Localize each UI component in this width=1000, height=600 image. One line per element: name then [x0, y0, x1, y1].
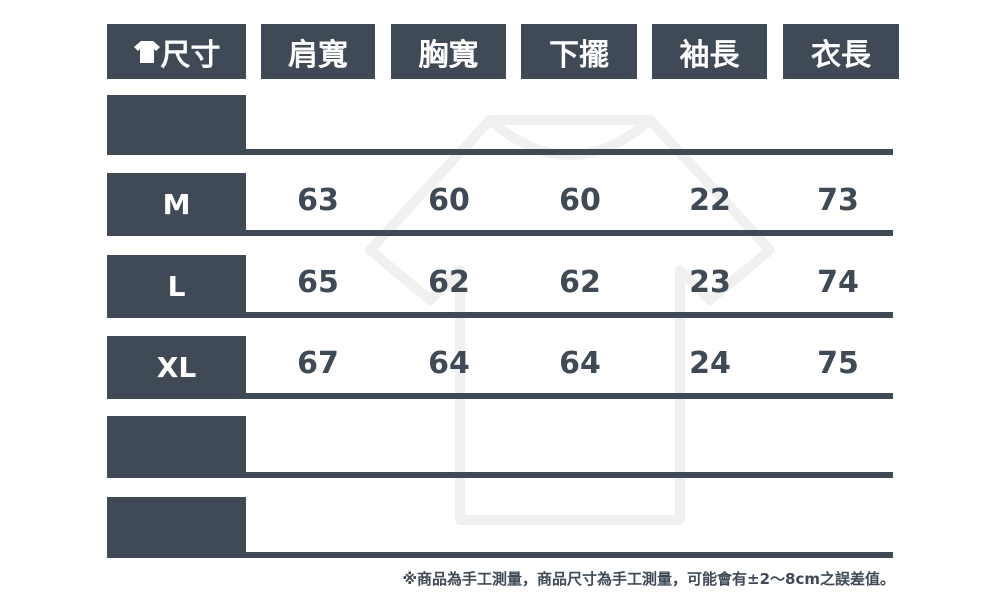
tshirt-watermark-icon: [365, 115, 775, 525]
measurement-cell: 67: [297, 345, 339, 381]
measurement-cell: 62: [559, 264, 601, 300]
row-divider: [246, 393, 893, 399]
size-label: M: [107, 173, 246, 236]
tshirt-icon: [133, 40, 160, 63]
measurement-cell: 24: [689, 345, 731, 381]
row-divider: [246, 552, 893, 558]
size-label: [107, 497, 246, 558]
measurement-cell: 74: [817, 264, 859, 300]
measurement-note: ※商品為手工測量，商品尺寸為手工測量，可能會有±2～8cm之誤差值。: [402, 570, 895, 588]
measurement-cell: 65: [297, 264, 339, 300]
header-shoulder: 肩寬: [261, 24, 375, 79]
measurement-cell: 75: [817, 345, 859, 381]
size-label: [107, 95, 246, 155]
header-sleeve: 袖長: [652, 24, 767, 79]
header-size: 尺寸: [107, 24, 246, 79]
size-label: XL: [107, 336, 246, 399]
size-label: L: [107, 255, 246, 318]
row-divider: [246, 472, 893, 478]
measurement-cell: 64: [559, 345, 601, 381]
measurement-cell: 62: [428, 264, 470, 300]
header-hem: 下擺: [521, 24, 637, 79]
header-length: 衣長: [783, 24, 899, 79]
row-divider: [246, 312, 893, 318]
header-size-label: 尺寸: [160, 37, 221, 73]
row-divider: [246, 230, 893, 236]
measurement-cell: 60: [559, 182, 601, 218]
measurement-cell: 23: [689, 264, 731, 300]
measurement-cell: 73: [817, 182, 859, 218]
row-divider: [246, 149, 893, 155]
measurement-cell: 64: [428, 345, 470, 381]
measurement-cell: 22: [689, 182, 731, 218]
measurement-cell: 60: [428, 182, 470, 218]
size-label: [107, 416, 246, 478]
header-chest: 胸寬: [391, 24, 506, 79]
measurement-cell: 63: [297, 182, 339, 218]
